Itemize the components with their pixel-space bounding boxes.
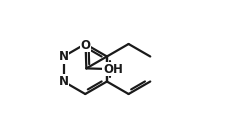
- Text: O: O: [80, 39, 90, 52]
- Text: N: N: [58, 50, 68, 63]
- Text: N: N: [58, 75, 68, 88]
- Text: OH: OH: [103, 63, 123, 75]
